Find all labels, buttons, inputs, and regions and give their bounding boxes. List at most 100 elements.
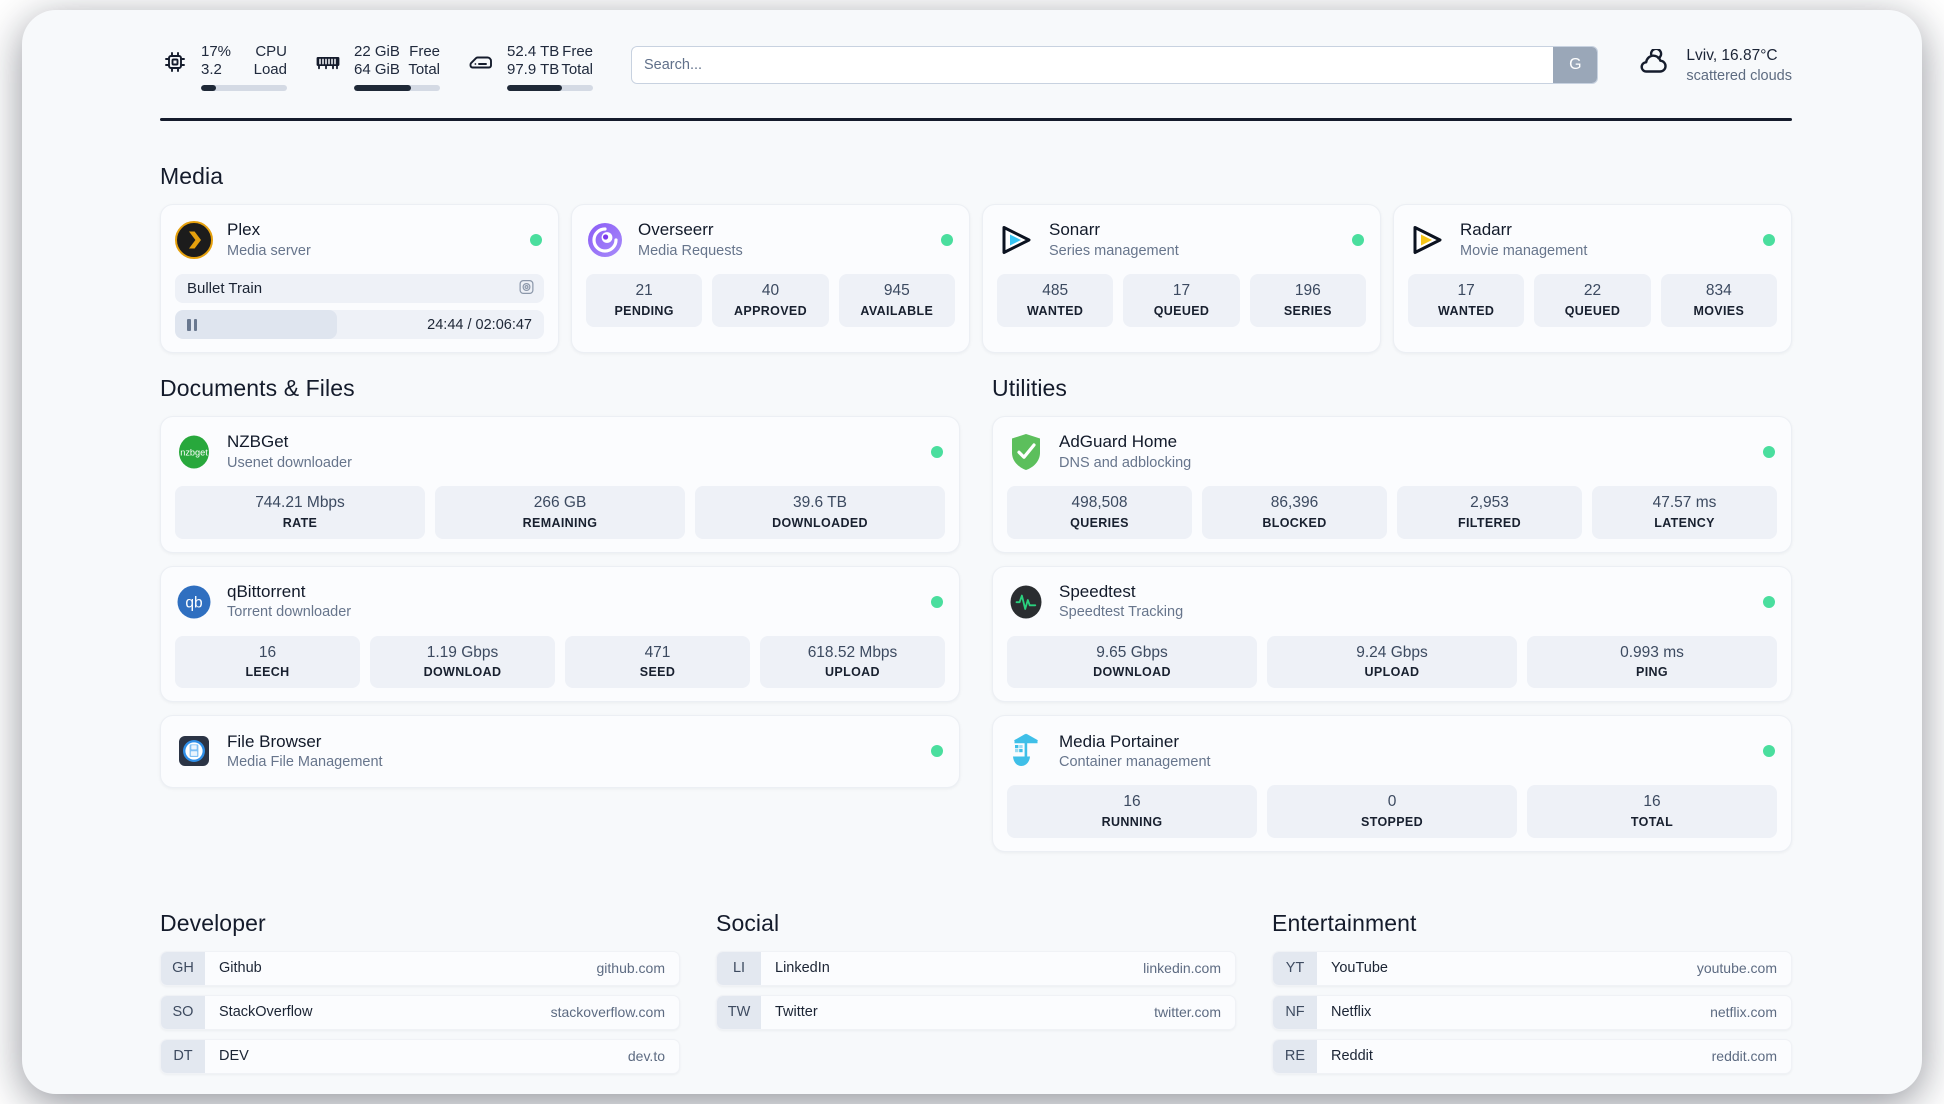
bookmark-url: linkedin.com — [1143, 960, 1221, 977]
bookmark-badge: TW — [717, 995, 761, 1029]
service-card-plex[interactable]: Plex Media server Bullet Train — [160, 204, 559, 353]
metric-value: 39.6 TB — [792, 494, 847, 511]
card-subtitle: Torrent downloader — [227, 604, 352, 621]
metric-value: 16 — [1643, 793, 1661, 811]
metric-value: 86,396 — [1270, 494, 1319, 511]
bookmark-name: Netflix — [1331, 1004, 1372, 1021]
stat-disk: 52.4 TB 97.9 TB Free Total — [466, 43, 593, 92]
bookmark-item-reddit[interactable]: RE Reddit reddit.com — [1272, 1038, 1792, 1074]
metric-value: 47.57 ms — [1652, 494, 1717, 511]
stat-memory-bar — [354, 85, 440, 92]
qbittorrent-icon: qb — [175, 583, 213, 621]
section-title-media: Media — [160, 163, 224, 189]
metric-label: APPROVED — [734, 303, 807, 318]
file-browser-icon — [175, 732, 213, 770]
header-divider — [160, 118, 1792, 121]
bookmark-name: LinkedIn — [775, 960, 830, 977]
service-card-adguard-home[interactable]: AdGuard Home DNS and adblocking 498,508 … — [992, 416, 1792, 553]
metric-tile: 86,396 BLOCKED — [1202, 486, 1387, 539]
service-card-media-portainer[interactable]: Media Portainer Container management 16 … — [992, 715, 1792, 852]
metric-value: 744.21 Mbps — [255, 494, 345, 511]
card-subtitle: Usenet downloader — [227, 454, 352, 471]
plex-time: 24:44 / 02:06:47 — [427, 316, 532, 333]
cast-icon[interactable] — [519, 279, 534, 298]
metric-tile: 17 QUEUED — [1123, 274, 1240, 327]
search-box[interactable]: G — [631, 46, 1599, 84]
card-title: Media Portainer — [1059, 731, 1180, 751]
portainer-icon — [1007, 732, 1045, 770]
card-subtitle: Media server — [227, 242, 311, 259]
stat-cpu-label-1: CPU — [255, 42, 287, 60]
status-dot — [931, 446, 943, 458]
metric-label: WANTED — [1027, 303, 1084, 318]
search-engine-button[interactable]: G — [1553, 47, 1598, 83]
plex-progress-bar[interactable]: 24:44 / 02:06:47 — [175, 310, 544, 339]
service-card-qbittorrent[interactable]: qb qBittorrent Torrent downloader — [160, 565, 960, 703]
pause-icon[interactable] — [187, 318, 197, 331]
metric-label: FILTERED — [1458, 515, 1521, 530]
bookmark-item-twitter[interactable]: TW Twitter twitter.com — [716, 994, 1236, 1030]
metric-tile: 9.65 Gbps DOWNLOAD — [1007, 635, 1257, 689]
search-input[interactable] — [632, 47, 1554, 83]
metric-tile: 21 PENDING — [586, 274, 703, 327]
bookmark-item-youtube[interactable]: YT YouTube youtube.com — [1272, 950, 1792, 986]
stat-disk-values: 52.4 TB 97.9 TB — [507, 43, 559, 80]
status-dot — [941, 234, 953, 246]
metric-label: PING — [1636, 665, 1668, 680]
svg-text:qb: qb — [185, 594, 202, 611]
service-card-nzbget[interactable]: nzbget NZBGet Usenet downloader — [160, 416, 960, 553]
metric-value: 266 GB — [533, 494, 587, 511]
stat-disk-label-1: Free — [562, 42, 593, 60]
metrics-row: 744.21 Mbps RATE 266 GB REMAINING 39.6 T… — [175, 486, 945, 539]
dashboard-header: 17% 3.2 CPU Load — [22, 10, 1922, 96]
metric-label: REMAINING — [522, 515, 598, 530]
bookmark-url: netflix.com — [1710, 1004, 1777, 1021]
service-card-speedtest[interactable]: Speedtest Speedtest Tracking 9.65 Gbps D… — [992, 565, 1792, 703]
metric-tile: 744.21 Mbps RATE — [175, 486, 425, 539]
stat-memory-values: 22 GiB 64 GiB — [354, 43, 400, 80]
status-dot — [1763, 446, 1775, 458]
metric-tile: 47.57 ms LATENCY — [1592, 486, 1777, 539]
metric-value: 17 — [1457, 282, 1475, 299]
metric-tile: 485 WANTED — [997, 274, 1114, 327]
metric-value: 0.993 ms — [1620, 643, 1684, 661]
status-dot — [1763, 234, 1775, 246]
bookmarks-area: Developer GH Github github.com SO StackO… — [160, 910, 1792, 1074]
metric-label: UPLOAD — [825, 665, 880, 680]
bookmark-item-dev[interactable]: DT DEV dev.to — [160, 1038, 680, 1074]
plex-now-playing[interactable]: Bullet Train — [175, 274, 544, 303]
service-card-overseerr[interactable]: Overseerr Media Requests 21 PENDING 40 A… — [571, 204, 970, 353]
bookmark-badge: NF — [1273, 995, 1317, 1029]
metric-tile: 471 SEED — [565, 635, 750, 689]
metric-label: SEED — [639, 665, 676, 680]
bookmark-item-linkedin[interactable]: LI LinkedIn linkedin.com — [716, 950, 1236, 986]
metric-value: 0 — [1387, 793, 1397, 811]
bookmark-item-github[interactable]: GH Github github.com — [160, 950, 680, 986]
metric-label: DOWNLOAD — [423, 665, 502, 680]
card-subtitle: Media Requests — [638, 242, 743, 259]
service-card-radarr[interactable]: Radarr Movie management 17 WANTED 22 QUE… — [1393, 204, 1792, 353]
bookmark-badge: YT — [1273, 951, 1317, 985]
status-dot — [931, 595, 943, 608]
cpu-icon — [160, 43, 190, 81]
metric-tile: 0.993 ms PING — [1527, 635, 1777, 689]
bookmark-group-social: Social LI LinkedIn linkedin.com TW Twitt… — [716, 910, 1236, 1074]
system-stats-group: 17% 3.2 CPU Load — [160, 43, 593, 92]
section-title-utilities: Utilities — [992, 375, 1068, 401]
metric-value: 9.24 Gbps — [1356, 643, 1428, 661]
weather-location-temp: Lviv, 16.87°C — [1686, 46, 1778, 64]
bookmark-item-stackoverflow[interactable]: SO StackOverflow stackoverflow.com — [160, 994, 680, 1030]
media-card-row: Plex Media server Bullet Train — [160, 204, 1792, 353]
card-title: Radarr — [1460, 220, 1512, 240]
section-title-documents: Documents & Files — [160, 375, 355, 401]
stat-memory-label-2: Total — [408, 61, 440, 78]
metric-tile: 498,508 QUERIES — [1007, 486, 1192, 539]
metric-label: QUEUED — [1153, 303, 1210, 318]
service-card-sonarr[interactable]: Sonarr Series management 485 WANTED 17 Q… — [982, 204, 1381, 353]
metric-value: 40 — [761, 282, 780, 299]
weather-condition: scattered clouds — [1686, 67, 1792, 84]
dashboard-window: 17% 3.2 CPU Load — [22, 10, 1922, 1094]
bookmark-item-netflix[interactable]: NF Netflix netflix.com — [1272, 994, 1792, 1030]
plex-media-title: Bullet Train — [187, 280, 263, 297]
service-card-file-browser[interactable]: File Browser Media File Management — [160, 715, 960, 789]
